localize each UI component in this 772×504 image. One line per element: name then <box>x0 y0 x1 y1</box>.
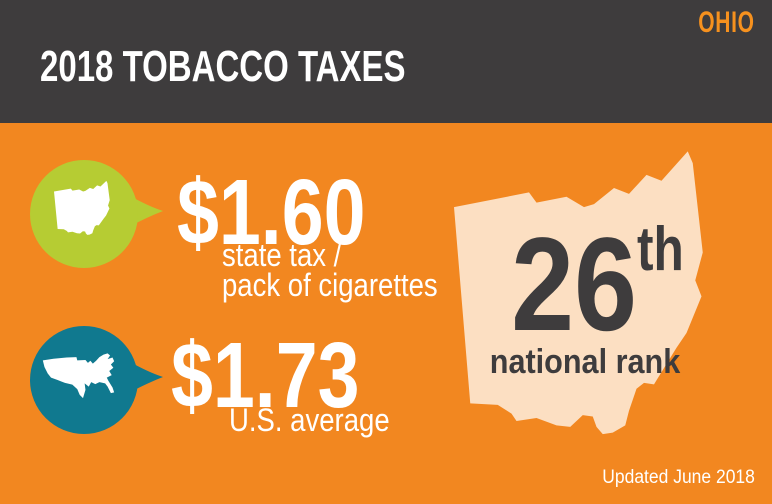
usa-map-icon <box>30 326 163 434</box>
ohio-state-icon <box>30 160 163 268</box>
rank-number: 26 <box>510 211 637 359</box>
us-average-label: U.S. average <box>229 402 390 438</box>
ohio-silhouette-shape <box>454 147 704 440</box>
national-rank-value: 26th <box>447 219 737 352</box>
state-tax-value: $1.60 <box>177 160 366 264</box>
state-tax-label: state tax / pack of cigarettes <box>222 237 438 303</box>
national-rank-label: national rank <box>489 343 681 381</box>
page-title: 2018 TOBACCO TAXES <box>40 42 406 91</box>
updated-date: Updated June 2018 <box>602 467 755 488</box>
us-average-value: $1.73 <box>171 323 360 427</box>
rank-ordinal-suffix: th <box>636 215 684 284</box>
state-tax-bubble <box>27 158 167 270</box>
state-tax-label-line1: state tax / <box>222 237 342 273</box>
state-tax-label-line2: pack of cigarettes <box>222 267 438 303</box>
state-label: OHIO <box>698 6 755 39</box>
us-average-bubble <box>27 324 167 436</box>
ohio-silhouette-icon <box>454 151 703 435</box>
header-bar: OHIO 2018 TOBACCO TAXES <box>0 0 772 123</box>
